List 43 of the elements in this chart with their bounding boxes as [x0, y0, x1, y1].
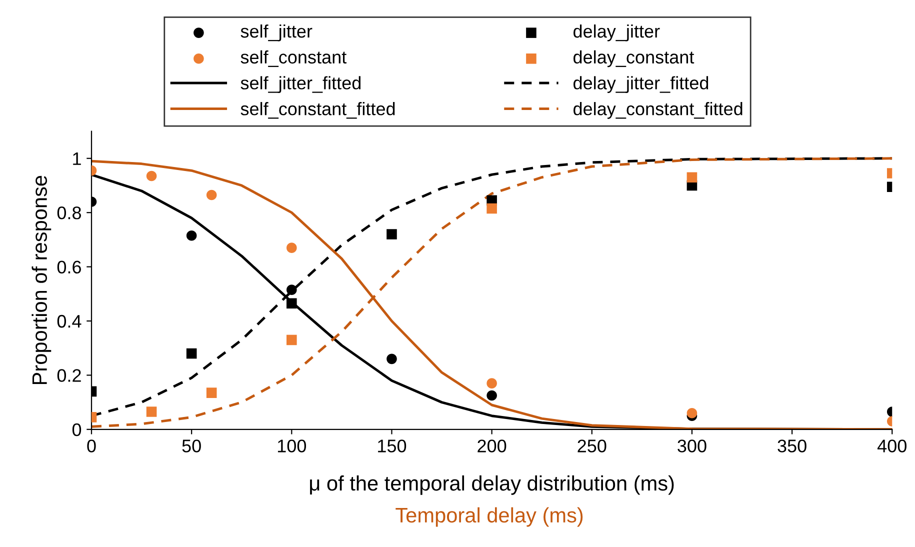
point [686, 172, 698, 183]
point [206, 190, 217, 200]
x-tick-label: 350 [778, 440, 806, 452]
point [486, 378, 497, 388]
legend-label: delay_jitter_fitted [574, 76, 708, 94]
point [386, 354, 397, 364]
point [146, 170, 157, 182]
point [286, 242, 297, 253]
point [686, 408, 698, 418]
y-tick-label: 0.2 [57, 369, 81, 382]
point [286, 334, 297, 346]
legend-label: self_jitter [240, 24, 312, 42]
x-tick-label: 250 [578, 440, 606, 452]
x-tick-label: 50 [182, 440, 201, 452]
y-tick-label: 0 [72, 423, 82, 436]
point [186, 348, 197, 359]
x-tick-label: 0 [87, 440, 96, 452]
y-axis-title: Proportion of response [32, 176, 52, 384]
point [286, 298, 297, 309]
x-axis-title: μ of the temporal delay distribution (ms) [310, 475, 674, 495]
legend-label: delay_constant_fitted [574, 102, 742, 119]
point [386, 229, 397, 240]
legend-label: delay_constant [574, 50, 694, 68]
point [146, 406, 157, 417]
text: Temporal delay (ms) [396, 507, 583, 527]
point [486, 203, 497, 214]
point [486, 390, 497, 401]
y-tick-label: 0.6 [57, 260, 81, 274]
x-tick-label: 200 [478, 440, 506, 452]
legend-label: delay_jitter [574, 24, 660, 42]
legend-label: self_jitter_fitted [240, 76, 361, 94]
y-tick-label: 1 [73, 152, 81, 165]
x-tick-label: 400 [877, 440, 906, 452]
point [286, 284, 297, 295]
y-tick-label: 0.4 [57, 314, 82, 328]
x-tick-label: 100 [278, 440, 306, 452]
legend-label: self_constant [240, 50, 346, 67]
y-tick-label: 0.8 [57, 206, 81, 220]
point [206, 388, 217, 398]
x-tick-label: 150 [378, 440, 406, 452]
x-tick-label: 300 [678, 440, 706, 452]
point [186, 230, 197, 241]
legend-label: self_constant_fitted [240, 102, 395, 119]
